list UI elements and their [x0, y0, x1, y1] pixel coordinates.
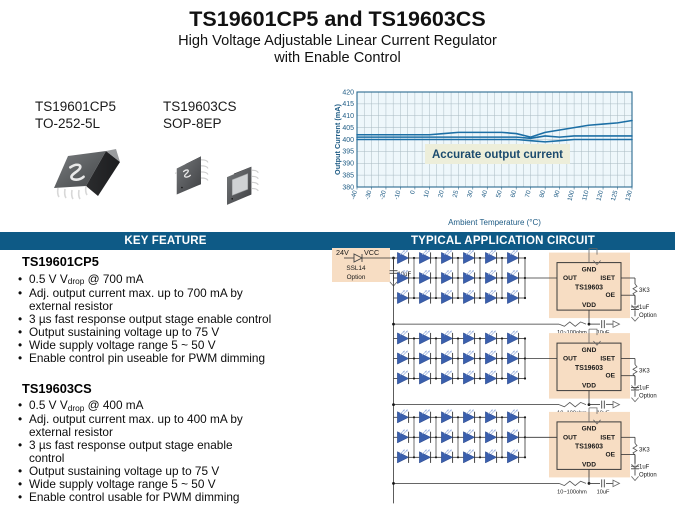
- svg-text:OE: OE: [605, 452, 615, 459]
- svg-text:3K3: 3K3: [639, 369, 650, 375]
- svg-text:400: 400: [342, 137, 354, 144]
- svg-text:OE: OE: [605, 292, 615, 299]
- svg-text:1uF: 1uF: [639, 386, 650, 392]
- svg-text:TS19603: TS19603: [575, 284, 603, 291]
- svg-text:Accurate output current: Accurate output current: [432, 149, 563, 161]
- svg-text:GND: GND: [582, 347, 597, 354]
- svg-text:395: 395: [342, 149, 354, 156]
- svg-text:110: 110: [581, 189, 591, 201]
- svg-text:-20: -20: [379, 189, 388, 200]
- svg-text:Option: Option: [347, 274, 366, 281]
- svg-text:70: 70: [524, 189, 533, 198]
- svg-text:10uF: 10uF: [597, 489, 610, 495]
- svg-text:VDD: VDD: [582, 383, 596, 390]
- svg-text:0: 0: [409, 189, 417, 195]
- svg-text:25: 25: [452, 189, 461, 198]
- svg-text:OUT: OUT: [563, 275, 577, 282]
- svg-text:10: 10: [423, 189, 432, 198]
- svg-text:-10: -10: [393, 189, 402, 200]
- svg-text:30: 30: [466, 189, 475, 198]
- svg-text:415: 415: [342, 101, 354, 108]
- svg-text:Option: Option: [639, 394, 657, 400]
- svg-text:3K3: 3K3: [639, 288, 650, 294]
- svg-text:Ambient Temperature (°C): Ambient Temperature (°C): [448, 218, 541, 227]
- svg-text:ISET: ISET: [600, 434, 615, 441]
- svg-text:1uF: 1uF: [639, 465, 650, 471]
- svg-text:390: 390: [342, 161, 354, 168]
- svg-text:TS19603: TS19603: [575, 444, 603, 451]
- svg-text:10~100ohm: 10~100ohm: [557, 489, 587, 495]
- svg-text:VCC: VCC: [364, 248, 379, 257]
- svg-text:Output Current (mA): Output Current (mA): [333, 103, 342, 175]
- svg-text:TS19603: TS19603: [575, 365, 603, 372]
- svg-text:OUT: OUT: [563, 356, 577, 363]
- svg-text:ISET: ISET: [600, 275, 615, 282]
- svg-text:ISET: ISET: [600, 356, 615, 363]
- svg-text:3K3: 3K3: [639, 447, 650, 453]
- svg-text:120: 120: [595, 189, 605, 202]
- svg-text:24V: 24V: [336, 248, 349, 257]
- svg-text:OUT: OUT: [563, 434, 577, 441]
- svg-text:GND: GND: [582, 266, 597, 273]
- svg-text:Option: Option: [639, 473, 657, 479]
- svg-text:90: 90: [553, 189, 562, 198]
- svg-text:SSL14: SSL14: [346, 265, 366, 272]
- svg-text:80: 80: [538, 189, 547, 198]
- svg-text:40: 40: [481, 189, 490, 198]
- svg-text:420: 420: [342, 89, 354, 96]
- svg-text:410: 410: [342, 113, 354, 120]
- svg-text:385: 385: [342, 172, 354, 179]
- svg-text:VDD: VDD: [582, 302, 596, 309]
- svg-text:-30: -30: [364, 189, 373, 200]
- svg-text:50: 50: [495, 189, 504, 198]
- svg-text:20: 20: [437, 189, 446, 198]
- svg-text:60: 60: [510, 189, 519, 198]
- svg-text:125: 125: [610, 189, 620, 202]
- svg-text:Option: Option: [639, 313, 657, 319]
- svg-text:OE: OE: [605, 373, 615, 380]
- svg-text:1uF: 1uF: [639, 305, 650, 311]
- svg-text:100: 100: [567, 189, 577, 202]
- svg-text:405: 405: [342, 125, 354, 132]
- svg-text:VDD: VDD: [582, 461, 596, 468]
- svg-text:-40: -40: [350, 189, 359, 200]
- svg-text:130: 130: [624, 189, 634, 202]
- svg-text:GND: GND: [582, 426, 597, 433]
